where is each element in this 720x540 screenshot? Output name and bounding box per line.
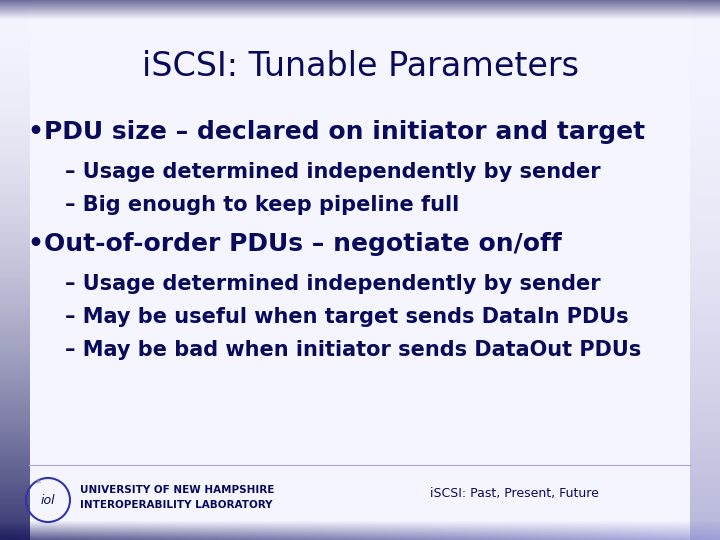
Text: UNIVERSITY OF NEW HAMPSHIRE: UNIVERSITY OF NEW HAMPSHIRE (80, 485, 274, 495)
Text: iSCSI: Past, Present, Future: iSCSI: Past, Present, Future (430, 487, 599, 500)
Text: iSCSI: Tunable Parameters: iSCSI: Tunable Parameters (142, 50, 578, 83)
Text: – Usage determined independently by sender: – Usage determined independently by send… (65, 162, 600, 182)
Text: – May be useful when target sends DataIn PDUs: – May be useful when target sends DataIn… (65, 307, 629, 327)
Text: – May be bad when initiator sends DataOut PDUs: – May be bad when initiator sends DataOu… (65, 340, 642, 360)
Text: •PDU size – declared on initiator and target: •PDU size – declared on initiator and ta… (28, 120, 645, 144)
Text: – Usage determined independently by sender: – Usage determined independently by send… (65, 274, 600, 294)
Text: INTEROPERABILITY LABORATORY: INTEROPERABILITY LABORATORY (80, 500, 272, 510)
Text: *: * (35, 479, 41, 489)
Text: – Big enough to keep pipeline full: – Big enough to keep pipeline full (65, 195, 459, 215)
Text: •Out-of-order PDUs – negotiate on/off: •Out-of-order PDUs – negotiate on/off (28, 232, 562, 256)
Text: iol: iol (41, 494, 55, 507)
